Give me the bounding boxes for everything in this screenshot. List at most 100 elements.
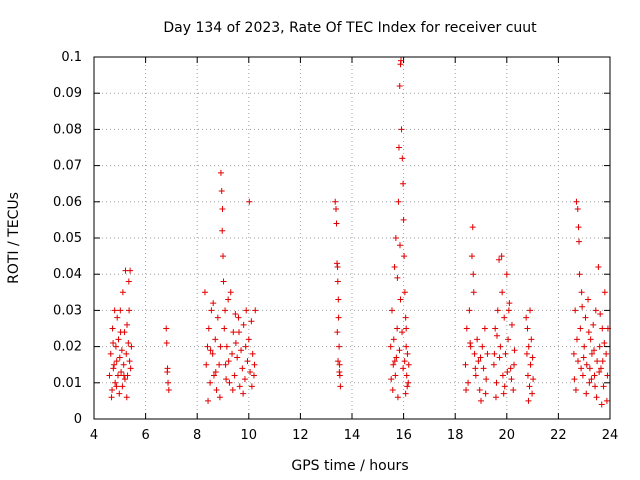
data-point	[400, 365, 407, 372]
data-point	[227, 289, 234, 296]
data-point	[508, 321, 515, 328]
data-point	[235, 314, 242, 321]
data-point	[470, 289, 477, 296]
data-point	[400, 216, 407, 223]
data-point	[505, 336, 512, 343]
data-point	[336, 343, 343, 350]
y-tick-label: 0.01	[53, 376, 82, 391]
data-point	[230, 329, 237, 336]
data-point	[393, 354, 400, 361]
data-point	[401, 358, 408, 365]
data-point	[391, 263, 398, 270]
data-point	[403, 325, 410, 332]
data-point	[502, 350, 509, 357]
data-point	[402, 390, 409, 397]
data-point	[468, 253, 475, 260]
data-point	[394, 274, 401, 281]
data-point	[208, 307, 215, 314]
data-point	[391, 358, 398, 365]
data-point	[335, 314, 342, 321]
data-point	[390, 336, 397, 343]
data-point	[496, 354, 503, 361]
data-point	[388, 307, 395, 314]
y-tick-label: 0.09	[53, 86, 82, 101]
data-point	[492, 394, 499, 401]
data-point	[392, 235, 399, 241]
data-point	[511, 361, 518, 368]
y-tick-labels: 0 0.01 0.02 0.03 0.04 0.05 0.06 0.07 0.08 0.09 0.1	[53, 50, 82, 427]
data-point	[403, 343, 410, 350]
data-point	[465, 379, 472, 386]
data-point	[398, 126, 405, 133]
data-point	[505, 307, 512, 314]
data-point	[218, 187, 225, 194]
data-point	[599, 358, 606, 365]
data-point	[336, 372, 343, 379]
data-point	[601, 289, 608, 296]
data-point	[578, 289, 585, 296]
data-point	[116, 390, 123, 397]
data-point	[585, 329, 592, 336]
data-point	[404, 383, 411, 390]
data-point	[601, 339, 608, 346]
data-point	[334, 329, 341, 336]
data-point	[119, 383, 126, 390]
data-point	[475, 358, 482, 365]
y-tick-label: 0.05	[53, 231, 82, 246]
data-point	[600, 383, 607, 390]
data-point	[604, 372, 611, 379]
data-point	[109, 325, 116, 332]
data-point	[114, 372, 121, 379]
data-point	[235, 329, 242, 336]
data-point	[491, 350, 498, 357]
data-point	[163, 325, 170, 332]
data-point	[394, 394, 401, 401]
data-point	[165, 379, 172, 386]
data-point	[590, 321, 597, 328]
data-point	[594, 358, 601, 365]
y-tick-label: 0.08	[53, 122, 82, 137]
data-point	[528, 336, 535, 343]
data-point	[398, 57, 405, 64]
data-point	[389, 387, 396, 394]
data-point	[337, 383, 344, 390]
data-point	[501, 383, 508, 390]
data-point	[399, 155, 406, 162]
data-point	[529, 354, 536, 361]
data-point	[392, 372, 399, 379]
data-point	[493, 332, 500, 339]
data-point	[494, 307, 501, 314]
data-point	[524, 325, 531, 332]
data-point	[334, 263, 341, 270]
data-point	[603, 397, 610, 404]
data-point	[114, 314, 121, 321]
data-point	[387, 343, 394, 350]
data-point	[123, 394, 130, 401]
data-point	[110, 339, 117, 346]
data-point	[481, 325, 488, 332]
data-point	[478, 397, 484, 404]
data-point	[251, 361, 258, 368]
data-point	[214, 314, 221, 321]
data-point	[163, 339, 170, 346]
data-point	[525, 343, 532, 350]
data-point	[232, 311, 239, 318]
data-point	[390, 361, 397, 368]
data-point	[503, 271, 510, 278]
data-point	[226, 379, 233, 386]
data-point	[112, 343, 119, 350]
data-point	[401, 289, 408, 296]
data-point	[336, 361, 343, 368]
data-point	[506, 300, 513, 307]
data-point	[209, 350, 216, 357]
data-point	[121, 376, 128, 383]
y-tick-label: 0.06	[53, 195, 82, 210]
data-point	[404, 350, 411, 357]
data-point	[499, 289, 506, 296]
data-point	[107, 350, 114, 357]
x-tick-label: 14	[344, 428, 361, 443]
data-point	[127, 365, 134, 372]
data-point	[128, 343, 135, 350]
data-point	[204, 343, 211, 350]
data-point	[236, 383, 243, 390]
